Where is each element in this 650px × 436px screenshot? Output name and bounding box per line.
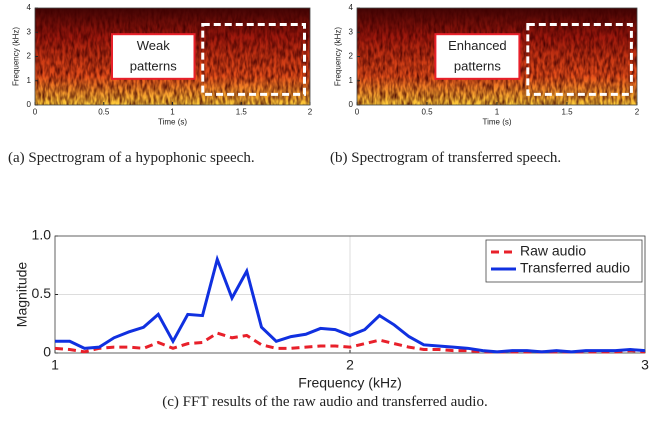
y-tick-label: 0 <box>27 100 32 109</box>
x-tick-label: 1.5 <box>561 107 573 116</box>
y-tick-label: 0 <box>349 100 354 109</box>
y-tick-label: 2 <box>349 52 354 61</box>
caption: (c) FFT results of the raw audio and tra… <box>162 394 488 410</box>
y-tick-label: 3 <box>349 27 354 36</box>
legend-box <box>485 239 643 283</box>
plot-frame <box>54 235 646 354</box>
y-axis-label: Magnitude <box>14 262 30 328</box>
y-tick-label: 3 <box>27 27 32 36</box>
x-tick-label: 2 <box>346 356 354 372</box>
x-tick-label: 1.5 <box>236 107 248 116</box>
y-axis-label: Frequency (kHz) <box>334 27 343 86</box>
plot-frame <box>34 7 311 106</box>
x-tick-label: 0.5 <box>421 107 433 116</box>
plot-frame <box>356 7 638 106</box>
x-tick-label: 2 <box>308 107 313 116</box>
annotation-box <box>434 33 521 80</box>
x-axis-label: Time (s) <box>482 118 511 127</box>
highlight-box <box>201 22 306 96</box>
x-tick-label: 0 <box>355 107 360 116</box>
x-tick-label: 3 <box>641 356 649 372</box>
line-series <box>55 254 646 354</box>
y-tick-label: 1 <box>27 76 32 85</box>
x-axis-label: Frequency (kHz) <box>298 375 401 391</box>
x-tick-label: 1 <box>170 107 175 116</box>
annotation: Weak <box>137 38 170 53</box>
line-series <box>54 331 646 354</box>
y-tick-label: 1 <box>349 76 354 85</box>
legend-label: Raw audio <box>520 243 586 259</box>
annotation-box <box>111 33 196 80</box>
y-axis-label: Frequency (kHz) <box>12 27 21 86</box>
x-tick-label: 0.5 <box>98 107 110 116</box>
legend-label: Transferred audio <box>520 260 630 276</box>
x-tick-label: 0 <box>33 107 38 116</box>
highlight-box <box>526 22 633 96</box>
y-tick-label: 4 <box>27 3 32 12</box>
caption: (b) Spectrogram of transferred speech. <box>330 150 562 166</box>
x-tick-label: 2 <box>635 107 640 116</box>
y-tick-label: 4 <box>349 3 354 12</box>
x-tick-label: 1 <box>51 356 59 372</box>
annotation: Enhanced <box>448 38 507 53</box>
x-axis-label: Time (s) <box>158 118 187 127</box>
annotation: patterns <box>454 59 501 74</box>
y-tick-label: 0.5 <box>32 285 52 301</box>
y-tick-label: 0 <box>43 344 51 360</box>
caption: (a) Spectrogram of a hypophonic speech. <box>8 150 255 166</box>
y-tick-label: 1.0 <box>32 227 52 243</box>
y-tick-label: 2 <box>27 52 32 61</box>
annotation: patterns <box>130 59 177 74</box>
x-tick-label: 1 <box>495 107 500 116</box>
